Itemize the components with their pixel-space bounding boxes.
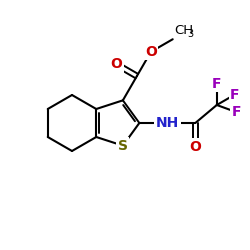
Text: S: S [118,139,128,153]
Text: F: F [212,77,222,91]
Text: O: O [190,140,201,154]
Text: F: F [232,105,241,119]
Text: F: F [230,88,240,102]
Text: NH: NH [156,116,179,130]
Text: O: O [110,57,122,71]
Text: O: O [145,45,157,59]
Text: CH: CH [175,24,194,37]
Text: 3: 3 [188,29,194,39]
